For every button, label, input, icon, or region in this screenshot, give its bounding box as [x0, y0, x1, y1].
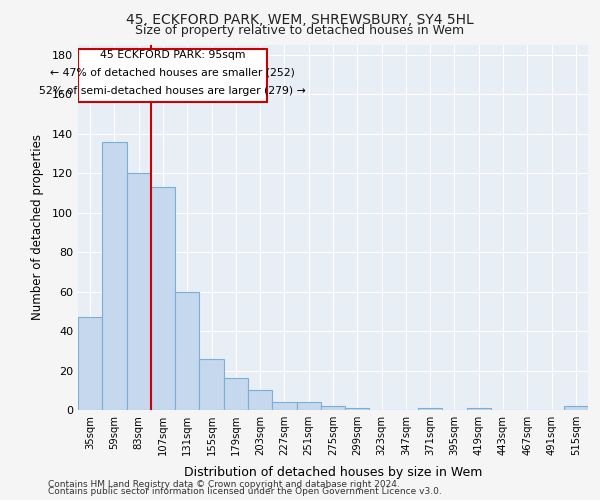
Text: 45, ECKFORD PARK, WEM, SHREWSBURY, SY4 5HL: 45, ECKFORD PARK, WEM, SHREWSBURY, SY4 5…	[126, 12, 474, 26]
Text: ← 47% of detached houses are smaller (252): ← 47% of detached houses are smaller (25…	[50, 68, 295, 78]
Text: Size of property relative to detached houses in Wem: Size of property relative to detached ho…	[136, 24, 464, 37]
Bar	[151, 187, 175, 410]
Y-axis label: Number of detached properties: Number of detached properties	[31, 134, 44, 320]
Text: Contains HM Land Registry data © Crown copyright and database right 2024.: Contains HM Land Registry data © Crown c…	[48, 480, 400, 489]
Bar	[78, 318, 102, 410]
Bar	[102, 142, 127, 410]
Bar	[321, 406, 345, 410]
Bar	[564, 406, 588, 410]
Text: 52% of semi-detached houses are larger (279) →: 52% of semi-detached houses are larger (…	[40, 86, 306, 96]
Bar	[248, 390, 272, 410]
Bar	[127, 173, 151, 410]
Bar	[345, 408, 370, 410]
Text: 45 ECKFORD PARK: 95sqm: 45 ECKFORD PARK: 95sqm	[100, 50, 245, 60]
Bar	[199, 358, 224, 410]
Bar	[224, 378, 248, 410]
Bar	[467, 408, 491, 410]
Bar	[175, 292, 199, 410]
Bar	[296, 402, 321, 410]
X-axis label: Distribution of detached houses by size in Wem: Distribution of detached houses by size …	[184, 466, 482, 479]
Bar	[418, 408, 442, 410]
Text: Contains public sector information licensed under the Open Government Licence v3: Contains public sector information licen…	[48, 487, 442, 496]
Bar	[272, 402, 296, 410]
Bar	[78, 49, 268, 102]
